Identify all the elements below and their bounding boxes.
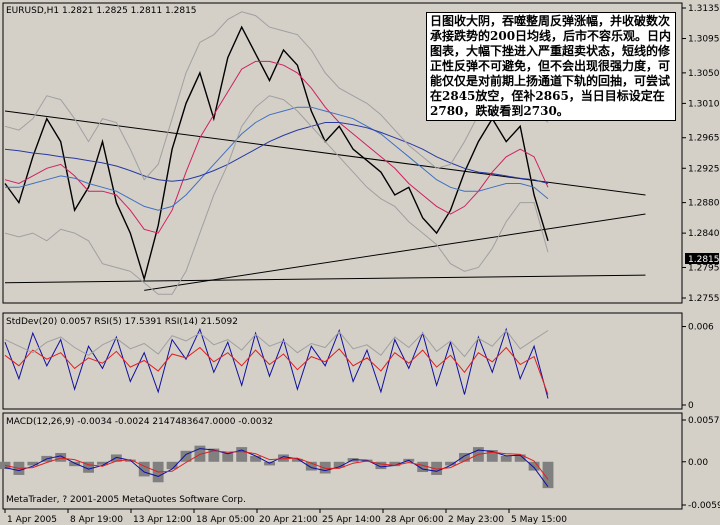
- macd-histogram-bar: [222, 452, 234, 462]
- x-tick-label: 28 Apr 06:00: [385, 515, 444, 525]
- x-tick-label: 13 Apr 12:00: [133, 515, 192, 525]
- y-tick-label: 1.2840: [688, 229, 720, 239]
- macd-histogram-bar: [166, 461, 178, 470]
- macd-histogram-bar: [528, 461, 540, 471]
- series-macd_signal: [4, 450, 549, 480]
- y-tick-label: 0: [688, 401, 694, 411]
- current-price-label: 1.2815: [688, 255, 720, 265]
- macd-histogram-bar: [97, 461, 108, 465]
- current-price-badge: [685, 253, 719, 264]
- macd-series-group: [0, 445, 554, 489]
- oscillator-panel-title: StdDev(20) 0.0057 RSI(5) 17.5391 RSI(14)…: [6, 317, 238, 327]
- series-stddev: [4, 329, 549, 358]
- y-tick-label: 0.006: [688, 323, 714, 333]
- macd-histogram-bar: [83, 461, 94, 473]
- x-tick-label: 25 Apr 14:00: [322, 515, 381, 525]
- price-y-axis: 1.3135 1.3095 1.3050 1.3010 1.2965 1.2925 1.28…: [682, 4, 720, 304]
- macd-histogram-bar: [389, 461, 401, 467]
- macd-histogram-bar: [208, 448, 220, 462]
- y-tick-label: 1.3010: [688, 99, 720, 109]
- macd-histogram-bar: [486, 450, 498, 462]
- series-ma_mid: [5, 106, 549, 211]
- series-ma_fast: [4, 60, 549, 234]
- series-ma_slow: [4, 122, 549, 184]
- y-tick-label: 1.3135: [688, 4, 720, 14]
- y-tick-label: 1.2880: [688, 199, 720, 209]
- series-macd_main: [4, 448, 549, 487]
- trendline: [144, 213, 646, 291]
- macd-histogram-bar: [138, 461, 150, 477]
- x-tick-label: 8 Apr 19:00: [70, 515, 123, 525]
- macd-histogram-bar: [180, 450, 192, 462]
- series-band_upper: [4, 11, 549, 181]
- series-rsi14: [4, 346, 549, 395]
- y-tick-label: 1.2965: [688, 134, 720, 144]
- x-tick-label: 20 Apr 21:00: [259, 515, 318, 525]
- macd-histogram-bar: [278, 454, 289, 462]
- macd-histogram-bar: [417, 461, 429, 473]
- macd-y-axis: 0.0057 0.00 -0.0059: [682, 416, 720, 511]
- series-close: [4, 25, 549, 282]
- macd-histogram-bar: [194, 445, 206, 462]
- y-tick-label: 1.3095: [688, 35, 720, 45]
- macd-histogram-bar: [250, 455, 262, 462]
- macd-histogram-bar: [500, 455, 512, 462]
- macd-histogram-bar: [291, 458, 303, 462]
- macd-panel-title: MACD(12,26,9) -0.0034 -0.0024 2147483647…: [6, 417, 273, 427]
- y-tick-label: 1.2755: [688, 294, 720, 304]
- macd-histogram-bar: [110, 454, 122, 462]
- series-band_lower: [4, 95, 549, 295]
- copyright-text: MetaTrader, ? 2001-2005 MetaQuotes Softw…: [6, 495, 246, 505]
- macd-histogram-bar: [375, 461, 387, 470]
- series-rsi5: [4, 327, 549, 399]
- y-tick-label: 1.3050: [688, 69, 720, 79]
- time-axis: 1 Apr 2005 8 Apr 19:00 13 Apr 12:00 18 Apr …: [4, 509, 567, 525]
- x-tick-label: 5 May 15:00: [511, 515, 567, 525]
- y-tick-label: 0.0057: [688, 416, 720, 426]
- x-tick-label: 18 Apr 05:00: [196, 515, 255, 525]
- macd-histogram-bar: [514, 454, 526, 462]
- x-tick-label: 2 May 23:00: [448, 515, 504, 525]
- price-series-group: [4, 11, 646, 295]
- macd-histogram-bar: [55, 452, 67, 462]
- macd-histogram-bar: [69, 461, 81, 467]
- macd-histogram-bar: [319, 461, 331, 474]
- macd-histogram-bar: [27, 461, 39, 466]
- oscillator-series-group: [4, 327, 549, 399]
- macd-histogram-bar: [305, 461, 317, 471]
- macd-histogram-bar: [431, 461, 443, 475]
- y-tick-label: 1.2795: [688, 263, 720, 273]
- oscillator-panel: [2, 312, 683, 410]
- macd-histogram-bar: [459, 452, 470, 462]
- y-tick-label: 0.00: [688, 458, 708, 468]
- trendline: [4, 274, 646, 284]
- analysis-note: 日图收大阴，吞噬整周反弹涨幅，并收破数次承接跌势的200日均线，后市不容乐观。日…: [426, 12, 676, 121]
- macd-histogram-bar: [542, 461, 554, 489]
- x-tick-label: 1 Apr 2005: [7, 515, 57, 525]
- macd-histogram-bar: [333, 461, 345, 468]
- oscillator-y-axis: 0.006 0: [682, 323, 714, 411]
- macd-histogram-bar: [445, 461, 456, 466]
- y-tick-label: 1.2925: [688, 164, 720, 174]
- macd-histogram-bar: [236, 447, 248, 462]
- price-panel-title: EURUSD,H1 1.2821 1.2825 1.2811 1.2815: [6, 6, 197, 16]
- y-tick-label: -0.0059: [688, 501, 720, 511]
